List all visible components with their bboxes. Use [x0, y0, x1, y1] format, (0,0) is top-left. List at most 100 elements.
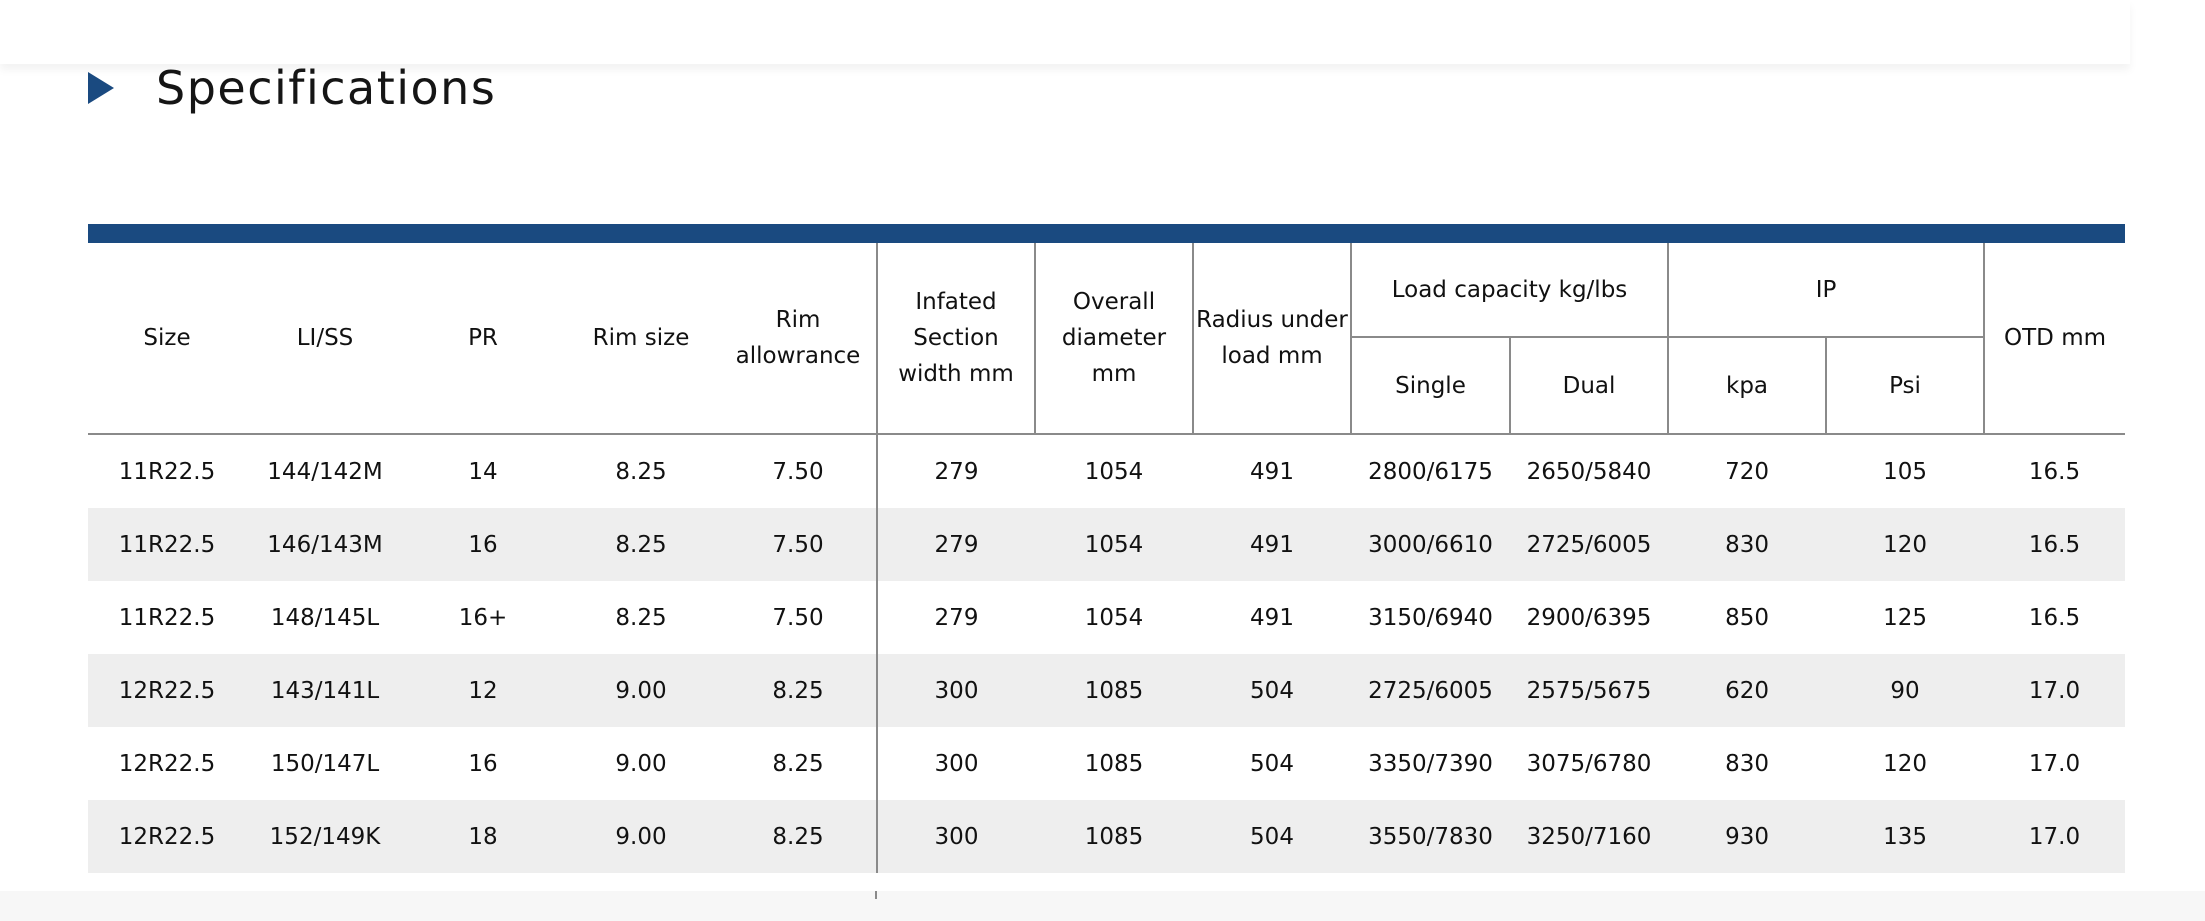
cell-size: 12R22.5 [88, 800, 246, 873]
cell-radius-under-load: 491 [1250, 604, 1294, 631]
section-heading: Specifications [88, 58, 496, 118]
cell-load-single: 3350/7390 [1368, 750, 1493, 777]
spec-table-container: Size LI/SS PR Rim size Rim allowrance In… [88, 224, 2126, 873]
cell-radius-under-load: 504 [1193, 654, 1351, 727]
cell-pr: 16+ [458, 604, 508, 631]
header-size: Size [88, 243, 246, 435]
cell-rim-allowance: 8.25 [772, 750, 824, 777]
cell-otd: 17.0 [1984, 654, 2126, 727]
table-row: 12R22.5 143/141L 12 9.00 8.25 300 1085 504 2725/… [88, 654, 2126, 727]
table-row: 11R22.5 148/145L 16+ 8.25 7.50 279 1054 491 3150… [88, 581, 2125, 654]
page-footer-strip [0, 891, 2205, 921]
header-row: Size LI/SS PR Rim size Rim allowrance In… [88, 243, 2126, 435]
cell-overall-diameter: 1085 [1035, 800, 1193, 873]
cell-otd: 17.0 [2028, 750, 2081, 777]
cell-li-ss: 150/147L [270, 750, 380, 777]
table-top-rule [88, 224, 2125, 243]
header-rim-size: Rim size [562, 243, 720, 435]
cell-li-ss: 143/141L [246, 654, 404, 727]
header-single: Single [1350, 336, 1510, 435]
cell-ip-kpa: 830 [1668, 508, 1827, 581]
cell-li-ss: 146/143M [246, 508, 404, 581]
header-psi: Psi [1825, 336, 1985, 435]
cell-radius-under-load: 491 [1193, 508, 1351, 581]
cell-ip-psi: 120 [1826, 508, 1985, 581]
cell-section-width: 279 [876, 508, 1035, 581]
cell-otd: 16.5 [2028, 604, 2081, 631]
cell-ip-kpa: 930 [1668, 800, 1827, 873]
cell-load-dual: 2900/6395 [1526, 604, 1652, 631]
cell-overall-diameter: 1085 [1035, 654, 1193, 727]
cell-size: 11R22.5 [118, 458, 216, 485]
triangle-right-icon [88, 72, 114, 104]
cell-rim-size: 8.25 [615, 604, 667, 631]
cell-rim-size: 9.00 [615, 750, 667, 777]
header-otd: OTD mm [1983, 243, 2126, 435]
cell-load-single: 2725/6005 [1351, 654, 1510, 727]
header-pr: PR [404, 243, 562, 435]
cell-load-dual: 2650/5840 [1526, 458, 1652, 485]
cell-ip-psi: 90 [1826, 654, 1985, 727]
cell-pr: 14 [468, 458, 498, 485]
cell-rim-allowance: 7.50 [772, 458, 824, 485]
table-row: 11R22.5 144/142M 14 8.25 7.50 279 1054 491 2800/… [88, 434, 2125, 508]
cell-size: 12R22.5 [88, 654, 246, 727]
spec-table-body: 11R22.5 144/142M 14 8.25 7.50 279 1054 491 2800/… [88, 434, 2126, 873]
cell-section-width: 300 [876, 654, 1035, 727]
cell-rim-allowance: 8.25 [720, 800, 877, 873]
cell-rim-size: 9.00 [562, 654, 720, 727]
cell-size: 11R22.5 [88, 508, 246, 581]
cell-section-width: 300 [876, 800, 1035, 873]
table-row: 12R22.5 150/147L 16 9.00 8.25 300 1085 504 3350/… [88, 727, 2125, 800]
cell-load-single: 3550/7830 [1351, 800, 1510, 873]
cell-ip-psi: 105 [1883, 458, 1927, 485]
header-load-capacity: Load capacity kg/lbs [1349, 243, 1669, 337]
table-row: 11R22.5 146/143M 16 8.25 7.50 279 1054 491 3000/… [88, 508, 2126, 581]
cell-ip-kpa: 850 [1725, 604, 1769, 631]
header-kpa: kpa [1667, 336, 1827, 435]
cell-overall-diameter: 1085 [1084, 750, 1144, 777]
cell-overall-diameter: 1054 [1035, 508, 1193, 581]
cell-load-dual: 3250/7160 [1510, 800, 1669, 873]
cell-pr: 12 [404, 654, 562, 727]
cell-load-single: 2800/6175 [1368, 458, 1493, 485]
column-divider-tail [875, 891, 877, 899]
cell-pr: 18 [404, 800, 562, 873]
header-ip: IP [1667, 243, 1985, 337]
table-row: 12R22.5 152/149K 18 9.00 8.25 300 1085 504 3550/… [88, 800, 2126, 873]
cell-otd: 16.5 [2028, 458, 2081, 485]
top-bar [0, 0, 2130, 64]
header-li-ss: LI/SS [246, 243, 404, 435]
cell-section-width: 279 [876, 581, 1035, 654]
cell-ip-kpa: 720 [1725, 458, 1769, 485]
cell-radius-under-load: 504 [1250, 750, 1294, 777]
cell-rim-size: 9.00 [562, 800, 720, 873]
cell-ip-psi: 120 [1883, 750, 1927, 777]
cell-li-ss: 152/149K [246, 800, 404, 873]
cell-ip-kpa: 830 [1725, 750, 1769, 777]
header-dual: Dual [1508, 336, 1669, 435]
cell-ip-kpa: 620 [1668, 654, 1827, 727]
spec-table: Size LI/SS PR Rim size Rim allowrance In… [88, 243, 2126, 873]
cell-li-ss: 144/142M [267, 458, 383, 485]
cell-load-dual: 2575/5675 [1510, 654, 1669, 727]
cell-size: 11R22.5 [118, 604, 216, 631]
cell-rim-allowance: 7.50 [720, 508, 877, 581]
cell-rim-allowance: 7.50 [772, 604, 824, 631]
cell-load-dual: 3075/6780 [1526, 750, 1652, 777]
cell-pr: 16 [404, 508, 562, 581]
section-title: Specifications [156, 61, 497, 115]
cell-overall-diameter: 1054 [1084, 458, 1144, 485]
cell-radius-under-load: 491 [1250, 458, 1294, 485]
header-overall-diameter: Overall diameter mm [1034, 243, 1193, 435]
header-radius-under-load: Radius under load mm [1192, 243, 1351, 435]
cell-load-single: 3150/6940 [1368, 604, 1493, 631]
cell-radius-under-load: 504 [1193, 800, 1351, 873]
cell-rim-size: 8.25 [562, 508, 720, 581]
cell-overall-diameter: 1054 [1084, 604, 1144, 631]
cell-ip-psi: 125 [1883, 604, 1927, 631]
cell-pr: 16 [468, 750, 498, 777]
cell-ip-psi: 135 [1826, 800, 1985, 873]
cell-section-width: 300 [876, 727, 1035, 800]
